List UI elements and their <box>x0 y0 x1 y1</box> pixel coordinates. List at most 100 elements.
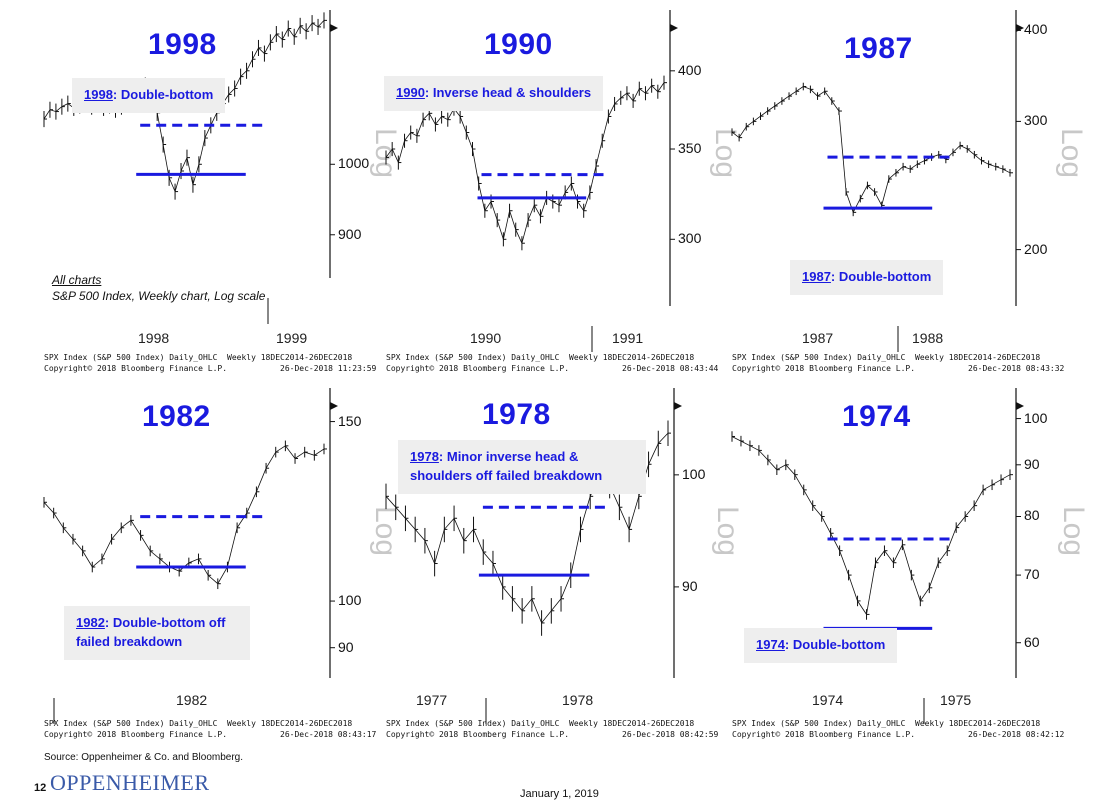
pattern-note: 1974: Double-bottom <box>744 628 898 663</box>
y-tick-label: 90 <box>682 577 698 594</box>
log-scale-label: Log <box>1057 506 1090 557</box>
y-tick-label: 100 <box>682 465 706 482</box>
footer-line: SPX Index (S&P 500 Index) Daily_OHLC Wee… <box>732 719 1041 728</box>
footer-line: SPX Index (S&P 500 Index) Daily_OHLC Wee… <box>732 353 1041 362</box>
chart-title: 1990 <box>484 28 553 61</box>
chart-panel-1978: 100 90 1978 1978: Minor inverse head & shou… <box>380 388 744 773</box>
x-axis-label: 1978 <box>562 692 594 708</box>
price-line <box>731 436 1011 616</box>
chart-svg <box>385 388 682 724</box>
x-axis-label: 1982 <box>176 692 208 708</box>
y-tick-label: 100 <box>1024 409 1048 426</box>
y-tick-label: 400 <box>678 61 702 78</box>
oppenheimer-logo: OPPENHEIMER <box>50 770 210 795</box>
chart-panel-1998: 1000 900 1998 1998: Double-bottom Log 1998 199… <box>38 10 402 395</box>
y-tick-label: 200 <box>1024 240 1048 257</box>
pattern-note-text: : Double-bottom <box>112 87 214 102</box>
footer-line: SPX Index (S&P 500 Index) Daily_OHLC Wee… <box>386 719 695 728</box>
footer-line: SPX Index (S&P 500 Index) Daily_OHLC Wee… <box>44 719 353 728</box>
y-tick-label: 80 <box>1024 507 1040 524</box>
y-tick-label: 60 <box>1024 633 1040 650</box>
x-axis-label: 1998 <box>138 330 170 346</box>
pattern-note-text: : Double-bottom off failed breakdown <box>76 615 226 649</box>
x-axis-label: 1975 <box>940 692 972 708</box>
axis-arrow <box>674 402 682 410</box>
pattern-note: 1978: Minor inverse head & shoulders off… <box>398 440 646 494</box>
pattern-note-year: 1987 <box>802 269 831 284</box>
chart-title: 1998 <box>148 28 217 61</box>
price-line <box>43 445 325 585</box>
x-axis-label: 1991 <box>612 330 644 346</box>
y-tick-label: 1000 <box>338 155 370 172</box>
chart-title: 1974 <box>842 400 911 433</box>
footer-line: Copyright© 2018 Bloomberg Finance L.P. 2… <box>386 730 719 739</box>
all-charts-title: All charts <box>52 273 102 287</box>
pattern-note-year: 1974 <box>756 637 785 652</box>
bloomberg-footer: SPX Index (S&P 500 Index) Daily_OHLC Wee… <box>44 352 376 374</box>
all-charts-note: All charts S&P 500 Index, Weekly chart, … <box>52 272 265 304</box>
y-tick-label: 90 <box>338 638 354 655</box>
price-line <box>385 432 669 624</box>
chart-panel-1990: 400 350 300 1990 1990: Inverse head & should… <box>380 10 742 395</box>
pattern-note: 1998: Double-bottom <box>72 78 226 113</box>
y-tick-label: 150 <box>338 412 362 429</box>
bloomberg-footer: SPX Index (S&P 500 Index) Daily_OHLC Wee… <box>386 352 718 374</box>
chart-svg <box>43 388 338 724</box>
chart-svg <box>43 10 338 324</box>
chart-title: 1982 <box>142 400 211 433</box>
y-tick-label: 900 <box>338 225 362 242</box>
x-axis-label: 1974 <box>812 692 844 708</box>
footer-line: Copyright© 2018 Bloomberg Finance L.P. 2… <box>732 730 1065 739</box>
all-charts-description: S&P 500 Index, Weekly chart, Log scale <box>52 289 266 303</box>
document-date: January 1, 2019 <box>520 788 599 800</box>
axis-arrow <box>330 402 338 410</box>
x-axis-label: 1999 <box>276 330 308 346</box>
y-tick-label: 100 <box>338 592 362 609</box>
price-line <box>385 82 665 245</box>
axis-arrow <box>670 24 678 32</box>
log-scale-label: Log <box>1055 128 1088 179</box>
pattern-note-year: 1990 <box>396 85 425 100</box>
footer-line: Copyright© 2018 Bloomberg Finance L.P. 2… <box>44 730 377 739</box>
bloomberg-footer: SPX Index (S&P 500 Index) Daily_OHLC Wee… <box>386 718 718 740</box>
footer-line: Copyright© 2018 Bloomberg Finance L.P. 2… <box>44 364 377 373</box>
pattern-note-text: : Double-bottom <box>830 269 932 284</box>
pattern-note-year: 1978 <box>410 449 439 464</box>
bloomberg-footer: SPX Index (S&P 500 Index) Daily_OHLC Wee… <box>732 352 1064 374</box>
pattern-note-text: : Inverse head & shoulders <box>424 85 592 100</box>
chart-title: 1987 <box>844 32 913 65</box>
x-axis-label: 1977 <box>416 692 448 708</box>
pattern-note: 1987: Double-bottom <box>790 260 944 295</box>
chart-svg <box>385 10 678 352</box>
axis-arrow <box>1016 402 1024 410</box>
chart-svg <box>731 388 1024 724</box>
y-tick-label: 70 <box>1024 566 1040 583</box>
chart-svg <box>731 10 1024 352</box>
pattern-note-text: : Double-bottom <box>784 637 886 652</box>
chart-title: 1978 <box>482 398 551 431</box>
bloomberg-footer: SPX Index (S&P 500 Index) Daily_OHLC Wee… <box>44 718 376 740</box>
bloomberg-footer: SPX Index (S&P 500 Index) Daily_OHLC Wee… <box>732 718 1064 740</box>
page-number: 12 <box>34 782 47 794</box>
x-axis-label: 1987 <box>802 330 834 346</box>
x-axis-label: 1988 <box>912 330 944 346</box>
y-tick-label: 300 <box>1024 112 1048 129</box>
axis-arrow <box>330 24 338 32</box>
y-tick-label: 350 <box>678 140 702 157</box>
y-tick-label: 300 <box>678 230 702 247</box>
y-tick-label: 400 <box>1024 21 1048 38</box>
y-tick-label: 90 <box>1024 455 1040 472</box>
footer-line: Copyright© 2018 Bloomberg Finance L.P. 2… <box>386 364 719 373</box>
chart-panel-1974: 100 90 80 70 60 1974 1974: Double-bottom Log 197… <box>726 388 1090 773</box>
pattern-note: 1990: Inverse head & shoulders <box>384 76 604 111</box>
x-axis-label: 1990 <box>470 330 502 346</box>
pattern-note-text: : Minor inverse head & shoulders off fai… <box>410 449 603 483</box>
pattern-note-year: 1982 <box>76 615 105 630</box>
footer-line: SPX Index (S&P 500 Index) Daily_OHLC Wee… <box>44 353 353 362</box>
footer-line: SPX Index (S&P 500 Index) Daily_OHLC Wee… <box>386 353 695 362</box>
chart-panel-1987: 400 300 200 1987 1987: Double-bottom Log 1987 1… <box>726 10 1088 395</box>
footer-line: Copyright© 2018 Bloomberg Finance L.P. 2… <box>732 364 1065 373</box>
pattern-note-year: 1998 <box>84 87 113 102</box>
source-note: Source: Oppenheimer & Co. and Bloomberg. <box>44 752 243 763</box>
price-line <box>731 86 1011 214</box>
